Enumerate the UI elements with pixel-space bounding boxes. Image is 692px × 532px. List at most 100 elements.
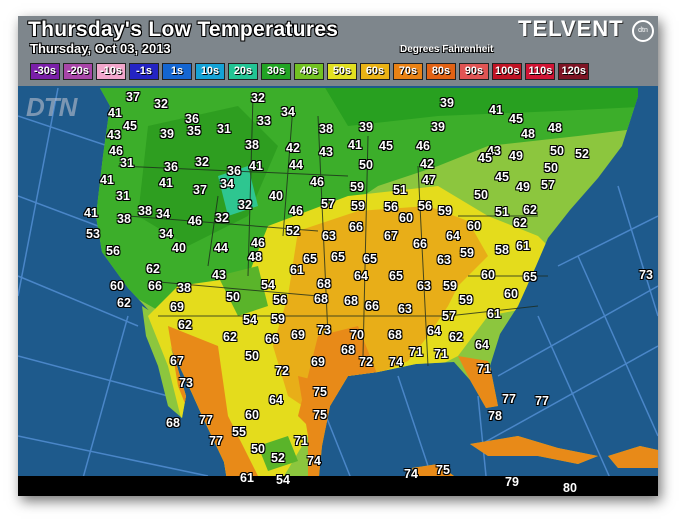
legend-swatch: 50s <box>327 63 357 80</box>
temperature-label: 61 <box>487 307 501 321</box>
legend-swatch: -1s <box>129 63 159 80</box>
temperature-label: 55 <box>232 425 246 439</box>
temperature-label: 60 <box>467 219 481 233</box>
temperature-label: 65 <box>331 250 345 264</box>
temperature-label: 57 <box>321 197 335 211</box>
temperature-label: 74 <box>389 355 403 369</box>
temperature-label: 54 <box>243 313 257 327</box>
temperature-label: 59 <box>271 312 285 326</box>
temperature-label: 62 <box>178 318 192 332</box>
temperature-label: 33 <box>257 114 271 128</box>
temperature-label: 68 <box>317 277 331 291</box>
temperature-label: 47 <box>422 173 436 187</box>
legend-swatch: 80s <box>426 63 456 80</box>
legend-swatch: 1s <box>162 63 192 80</box>
temperature-label: 49 <box>516 180 530 194</box>
temperature-label: 60 <box>481 268 495 282</box>
temperature-label: 48 <box>548 121 562 135</box>
temperature-label: 54 <box>261 278 275 292</box>
temperature-label: 38 <box>177 281 191 295</box>
legend-swatch: 60s <box>360 63 390 80</box>
temperature-label: 65 <box>303 252 317 266</box>
temperature-label: 63 <box>398 302 412 316</box>
temperature-label: 53 <box>86 227 100 241</box>
temperature-label: 54 <box>276 473 290 487</box>
temperature-label: 79 <box>505 475 519 489</box>
temperature-label: 67 <box>384 229 398 243</box>
temperature-label: 46 <box>109 144 123 158</box>
temperature-label: 36 <box>164 160 178 174</box>
temperature-label: 65 <box>389 269 403 283</box>
temperature-label: 60 <box>399 211 413 225</box>
temperature-label: 50 <box>251 442 265 456</box>
temperature-label: 59 <box>438 204 452 218</box>
temperature-label: 45 <box>509 112 523 126</box>
temperature-label: 77 <box>535 394 549 408</box>
temperature-label: 59 <box>351 199 365 213</box>
temperature-label: 61 <box>290 263 304 277</box>
temperature-label: 72 <box>359 355 373 369</box>
temperature-label: 41 <box>108 106 122 120</box>
temperature-label: 50 <box>474 188 488 202</box>
temperature-label: 66 <box>365 299 379 313</box>
temperature-label: 63 <box>322 229 336 243</box>
map-title: Thursday's Low Temperatures <box>28 18 339 41</box>
temperature-label: 38 <box>245 138 259 152</box>
temperature-label: 34 <box>281 105 295 119</box>
temperature-label: 46 <box>416 139 430 153</box>
temperature-label: 46 <box>310 175 324 189</box>
temperature-label: 41 <box>100 173 114 187</box>
temperature-label: 37 <box>193 183 207 197</box>
temperature-label: 74 <box>307 454 321 468</box>
temperature-label: 39 <box>160 127 174 141</box>
temperature-label: 56 <box>273 293 287 307</box>
temperature-label: 40 <box>269 189 283 203</box>
temperature-label: 65 <box>363 252 377 266</box>
temperature-label: 59 <box>443 279 457 293</box>
bottom-bar <box>18 476 658 496</box>
temperature-label: 56 <box>418 199 432 213</box>
temperature-label: 77 <box>502 392 516 406</box>
temperature-label: 77 <box>209 434 223 448</box>
dtn-badge-icon: dtn <box>632 20 654 42</box>
legend-swatch: 30s <box>261 63 291 80</box>
temperature-label: 51 <box>393 183 407 197</box>
temperature-label: 60 <box>504 287 518 301</box>
temperature-label: 66 <box>265 332 279 346</box>
temperature-label: 46 <box>251 236 265 250</box>
temperature-label: 66 <box>413 237 427 251</box>
temperature-label: 50 <box>245 349 259 363</box>
temperature-label: 74 <box>404 467 418 481</box>
temperature-label: 66 <box>349 220 363 234</box>
temperature-label: 44 <box>289 158 303 172</box>
temperature-label: 43 <box>319 145 333 159</box>
temperature-label: 64 <box>446 229 460 243</box>
temperature-label: 50 <box>544 161 558 175</box>
temperature-label: 41 <box>348 138 362 152</box>
temperature-label: 72 <box>275 364 289 378</box>
temperature-label: 69 <box>170 300 184 314</box>
legend-swatch: -10s <box>96 63 126 80</box>
temperature-label: 34 <box>220 177 234 191</box>
temperature-label: 42 <box>286 141 300 155</box>
temperature-label: 69 <box>311 355 325 369</box>
temperature-label: 35 <box>187 124 201 138</box>
temperature-label: 71 <box>294 434 308 448</box>
temperature-label: 39 <box>431 120 445 134</box>
temperature-label: 52 <box>286 224 300 238</box>
temperature-label: 49 <box>509 149 523 163</box>
temperature-label: 68 <box>344 294 358 308</box>
temperature-label: 71 <box>434 347 448 361</box>
temperature-label: 48 <box>521 127 535 141</box>
legend-swatch: 70s <box>393 63 423 80</box>
map-header: Thursday's Low Temperatures Thursday, Oc… <box>18 16 658 86</box>
temperature-label: 68 <box>341 343 355 357</box>
temperature-label: 31 <box>120 156 134 170</box>
temperature-label: 71 <box>477 362 491 376</box>
legend-swatch: 20s <box>228 63 258 80</box>
temperature-label: 62 <box>523 203 537 217</box>
temperature-label: 64 <box>354 269 368 283</box>
temperature-label: 62 <box>146 262 160 276</box>
temperature-label: 71 <box>409 345 423 359</box>
temperature-label: 38 <box>117 212 131 226</box>
